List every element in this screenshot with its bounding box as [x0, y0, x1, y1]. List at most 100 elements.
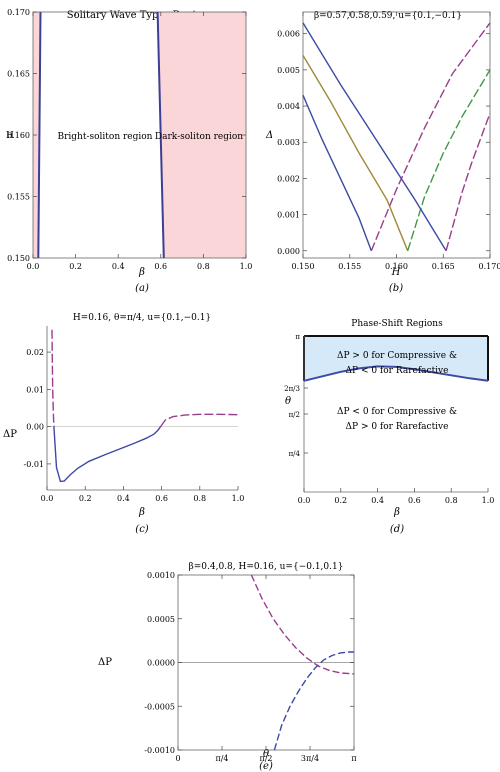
panel-b: β=0.57,0.58,0.59, u={0.1,−0.1} 0.150 0.15…	[265, 11, 500, 294]
panel-a-ytick-label-2: 0.160	[7, 131, 30, 140]
panel-d-title: Phase-Shift Regions	[351, 319, 443, 329]
panel-d: Phase-Shift Regions 0.0 0.2 0.4 0.6 0.8 1.0 π…	[284, 319, 494, 535]
panel-b-xtick-label-0: 0.150	[292, 262, 315, 271]
panel-e-ytick-label-1: -0.0005	[144, 702, 175, 711]
panel-c-ytick-label-0: -0.01	[23, 460, 44, 469]
panel-c-xtick-label-2: 0.4	[117, 494, 130, 503]
panel-e-xtick-label-2: π/2	[259, 754, 272, 763]
panel-e-series-1	[273, 651, 354, 751]
panel-d-xtick-label-0: 0.0	[298, 496, 311, 505]
panel-b-xlabel: H	[391, 267, 401, 278]
panel-d-annotation-lower-1: ΔP < 0 for Compressive &	[337, 407, 457, 417]
panel-e-xlabel: θ	[263, 749, 269, 760]
panel-d-annotation-upper-1: ΔP > 0 for Compressive &	[337, 351, 457, 361]
panel-c-title: H=0.16, θ=π/4, u={0.1,−0.1}	[73, 313, 211, 323]
panel-a-xtick-label-4: 0.8	[197, 262, 210, 271]
panel-a-boundary-line-1	[156, 11, 165, 259]
panel-e-ytick-label-0: -0.0010	[144, 746, 175, 755]
panel-d-caption: (d)	[390, 524, 404, 535]
panel-b-xtick-label-1: 0.155	[338, 262, 361, 271]
panel-d-xlabel: β	[393, 507, 400, 518]
panel-b-ytick-label-4: 0.004	[277, 102, 300, 111]
panel-c-caption: (c)	[135, 524, 149, 535]
panel-c-ytick-label-3: 0.02	[26, 348, 44, 357]
panel-a-ytick-label-0: 0.150	[7, 254, 30, 263]
panel-b-ytick-label-2: 0.002	[277, 174, 300, 183]
panel-b-title: β=0.57,0.58,0.59, u={0.1,−0.1}	[314, 11, 462, 21]
panel-d-ytick-label-3: π	[295, 333, 300, 341]
panel-b-series-2-dashed	[445, 113, 491, 251]
panel-b-series-1-solid	[302, 55, 409, 252]
panel-e-ytick-label-2: 0.0000	[147, 659, 175, 668]
panel-b-series-1-dashed	[407, 69, 491, 252]
panel-d-boundary-curve	[303, 365, 489, 382]
panel-b-ytick-label-5: 0.005	[277, 66, 300, 75]
panel-a-boundary-line-0	[37, 11, 42, 259]
panel-d-ytick-label-2: 2π/3	[284, 385, 300, 393]
panel-a: Solitary Wave Types Regions 0.0 0.2 0.4 0.6…	[6, 8, 252, 294]
panel-b-series-0-dashed	[370, 22, 491, 252]
panel-c-xtick-label-4: 0.8	[193, 494, 206, 503]
panel-a-xtick-label-5: 1.0	[240, 262, 253, 271]
panel-c-xtick-label-1: 0.2	[79, 494, 92, 503]
panel-c: H=0.16, θ=π/4, u={0.1,−0.1} 0.0 0.2 0.4 0.6…	[3, 313, 244, 535]
panel-b-series-2-solid	[302, 22, 447, 252]
panel-e-xtick-label-1: π/4	[215, 754, 228, 763]
panel-a-ylabel: H	[6, 131, 14, 141]
panel-b-series-0-solid	[302, 94, 372, 252]
panel-c-series-2	[160, 413, 239, 428]
panel-c-ytick-label-2: 0.01	[26, 385, 44, 394]
panel-a-ytick-label-3: 0.165	[7, 70, 30, 79]
panel-d-xtick-label-1: 0.2	[334, 496, 347, 505]
panel-e-xtick-label-0: 0	[175, 754, 180, 763]
panel-a-xtick-label-0: 0.0	[27, 262, 40, 271]
panel-c-xtick-label-5: 1.0	[232, 494, 245, 503]
panel-d-xtick-label-5: 1.0	[482, 496, 495, 505]
panel-d-ytick-label-0: π/4	[289, 450, 301, 458]
panel-b-ytick-label-6: 0.006	[277, 30, 300, 39]
panel-b-ytick-label-0: 0.000	[277, 247, 300, 256]
panel-a-ytick-label-1: 0.155	[7, 193, 30, 202]
panel-e-ytick-label-4: 0.0010	[147, 571, 175, 580]
panel-a-annotation-bright: Bright-soliton region	[58, 132, 153, 142]
panel-a-annotation-dark: Dark-soliton region	[155, 132, 243, 142]
panel-e-title: β=0.4,0.8, H=0.16, u={−0.1,0.1}	[189, 562, 344, 572]
panel-e-xtick-label-4: π	[351, 754, 356, 763]
panel-b-xtick-label-2: 0.160	[385, 262, 408, 271]
panel-d-xtick-label-4: 0.8	[445, 496, 458, 505]
panel-e-ylabel: ΔP	[98, 657, 112, 668]
panel-a-title: Solitary Wave Types Regions	[67, 10, 214, 21]
panel-e-ytick-label-3: 0.0005	[147, 615, 175, 624]
panel-c-xlabel: β	[138, 507, 145, 518]
panel-b-ytick-label-3: 0.003	[277, 138, 300, 147]
panel-a-xtick-label-1: 0.2	[69, 262, 82, 271]
panel-a-caption: (a)	[135, 283, 149, 294]
panel-b-xtick-label-4: 0.170	[479, 262, 500, 271]
panel-b-ylabel: Δ	[265, 130, 273, 141]
panel-b-caption: (b)	[389, 283, 403, 294]
panel-d-annotation-upper-2: ΔP < 0 for Rarefactive	[346, 366, 449, 376]
panel-c-xtick-label-0: 0.0	[41, 494, 54, 503]
panel-c-xtick-label-3: 0.6	[155, 494, 168, 503]
panel-a-ytick-label-4: 0.170	[7, 8, 30, 17]
panel-b-ytick-label-1: 0.001	[277, 211, 300, 220]
panel-d-ylabel: θ	[285, 396, 291, 407]
panel-d-ytick-label-1: π/2	[289, 411, 300, 419]
panel-e-xtick-label-3: 3π/4	[301, 754, 319, 763]
panel-c-series-1	[53, 426, 162, 483]
panel-d-annotation-lower-2: ΔP > 0 for Rarefactive	[346, 422, 449, 432]
panel-a-xtick-label-2: 0.4	[112, 262, 125, 271]
panel-a-dark-soliton-region	[157, 12, 246, 258]
panel-c-ylabel: ΔP	[3, 429, 17, 440]
panel-e-series-0	[250, 574, 355, 675]
panel-e-caption: (e)	[259, 761, 273, 772]
panel-e: β=0.4,0.8, H=0.16, u={−0.1,0.1} 0 π/4 π/2 3…	[98, 562, 357, 772]
panel-b-frame	[302, 11, 491, 259]
panel-c-series-0	[51, 329, 55, 427]
panel-d-xtick-label-3: 0.6	[408, 496, 421, 505]
panel-c-ytick-label-1: 0.00	[26, 423, 44, 432]
panel-d-xtick-label-2: 0.4	[371, 496, 384, 505]
panel-a-xtick-label-3: 0.6	[154, 262, 167, 271]
panel-b-xtick-label-3: 0.165	[432, 262, 455, 271]
